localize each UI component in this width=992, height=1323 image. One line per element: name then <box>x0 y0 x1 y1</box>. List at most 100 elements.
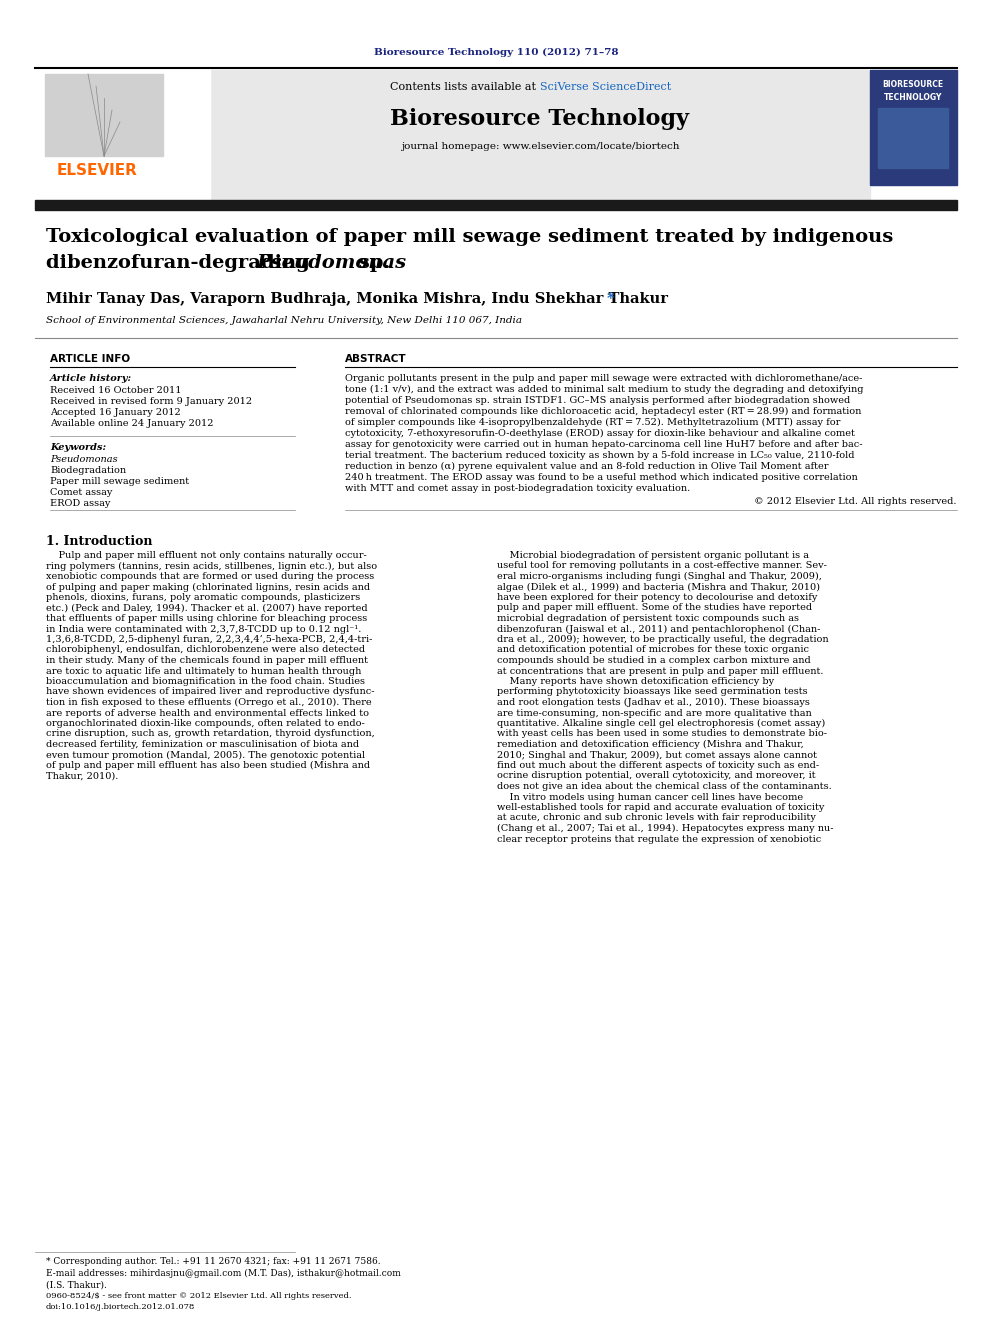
Text: even tumour promotion (Mandal, 2005). The genotoxic potential: even tumour promotion (Mandal, 2005). Th… <box>46 750 365 759</box>
Text: crine disruption, such as, growth retardation, thyroid dysfunction,: crine disruption, such as, growth retard… <box>46 729 375 738</box>
Text: Bioresource Technology 110 (2012) 71–78: Bioresource Technology 110 (2012) 71–78 <box>374 48 618 57</box>
Text: does not give an idea about the chemical class of the contaminants.: does not give an idea about the chemical… <box>497 782 831 791</box>
Text: Contents lists available at: Contents lists available at <box>391 82 540 93</box>
Text: at concentrations that are present in pulp and paper mill effluent.: at concentrations that are present in pu… <box>497 667 823 676</box>
Text: Received 16 October 2011: Received 16 October 2011 <box>50 386 182 396</box>
Text: are time-consuming, non-specific and are more qualitative than: are time-consuming, non-specific and are… <box>497 709 811 717</box>
Text: EROD assay: EROD assay <box>50 499 110 508</box>
Text: doi:10.1016/j.biortech.2012.01.078: doi:10.1016/j.biortech.2012.01.078 <box>46 1303 195 1311</box>
Text: phenols, dioxins, furans, poly aromatic compounds, plasticizers: phenols, dioxins, furans, poly aromatic … <box>46 593 360 602</box>
Text: have been explored for their potency to decolourise and detoxify: have been explored for their potency to … <box>497 593 817 602</box>
Text: quantitative. Alkaline single cell gel electrophoresis (comet assay): quantitative. Alkaline single cell gel e… <box>497 718 825 728</box>
Text: 1. Introduction: 1. Introduction <box>46 534 153 548</box>
Text: of simpler compounds like 4-isopropylbenzaldehyde (RT = 7.52). Methyltetrazolium: of simpler compounds like 4-isopropylben… <box>345 418 840 427</box>
Text: useful tool for removing pollutants in a cost-effective manner. Sev-: useful tool for removing pollutants in a… <box>497 561 827 570</box>
Text: organochlorinated dioxin-like compounds, often related to endo-: organochlorinated dioxin-like compounds,… <box>46 718 365 728</box>
Text: School of Environmental Sciences, Jawaharlal Nehru University, New Delhi 110 067: School of Environmental Sciences, Jawaha… <box>46 316 522 325</box>
Text: Available online 24 January 2012: Available online 24 January 2012 <box>50 419 213 429</box>
Text: Article history:: Article history: <box>50 374 132 382</box>
Text: Pulp and paper mill effluent not only contains naturally occur-: Pulp and paper mill effluent not only co… <box>46 550 367 560</box>
Text: Thakur, 2010).: Thakur, 2010). <box>46 771 118 781</box>
Text: Toxicological evaluation of paper mill sewage sediment treated by indigenous: Toxicological evaluation of paper mill s… <box>46 228 893 246</box>
Text: performing phytotoxicity bioassays like seed germination tests: performing phytotoxicity bioassays like … <box>497 688 807 696</box>
Text: are reports of adverse health and environmental effects linked to: are reports of adverse health and enviro… <box>46 709 369 717</box>
Text: potential of Pseudomonas sp. strain ISTDF1. GC–MS analysis performed after biode: potential of Pseudomonas sp. strain ISTD… <box>345 396 850 405</box>
Text: ARTICLE INFO: ARTICLE INFO <box>50 355 130 364</box>
Text: ring polymers (tannins, resin acids, stillbenes, lignin etc.), but also: ring polymers (tannins, resin acids, sti… <box>46 561 377 570</box>
Text: Many reports have shown detoxification efficiency by: Many reports have shown detoxification e… <box>497 677 774 687</box>
Text: bioaccumulation and biomagnification in the food chain. Studies: bioaccumulation and biomagnification in … <box>46 677 365 687</box>
Text: Received in revised form 9 January 2012: Received in revised form 9 January 2012 <box>50 397 252 406</box>
Bar <box>210 70 870 200</box>
Text: are toxic to aquatic life and ultimately to human health through: are toxic to aquatic life and ultimately… <box>46 667 361 676</box>
Text: eral micro-organisms including fungi (Singhal and Thakur, 2009),: eral micro-organisms including fungi (Si… <box>497 572 822 581</box>
Text: 0960-8524/$ - see front matter © 2012 Elsevier Ltd. All rights reserved.: 0960-8524/$ - see front matter © 2012 El… <box>46 1293 351 1301</box>
Text: dibenzofuran-degrading: dibenzofuran-degrading <box>46 254 316 273</box>
Text: dra et al., 2009); however, to be practically useful, the degradation: dra et al., 2009); however, to be practi… <box>497 635 828 644</box>
Text: Organic pollutants present in the pulp and paper mill sewage were extracted with: Organic pollutants present in the pulp a… <box>345 374 862 382</box>
Text: xenobiotic compounds that are formed or used during the process: xenobiotic compounds that are formed or … <box>46 572 374 581</box>
Bar <box>870 70 957 185</box>
Text: Microbial biodegradation of persistent organic pollutant is a: Microbial biodegradation of persistent o… <box>497 550 809 560</box>
Text: ocrine disruption potential, overall cytotoxicity, and moreover, it: ocrine disruption potential, overall cyt… <box>497 771 815 781</box>
Bar <box>35 200 957 210</box>
Text: find out much about the different aspects of toxicity such as end-: find out much about the different aspect… <box>497 761 819 770</box>
Text: algae (Dilek et al., 1999) and bacteria (Mishra and Thakur, 2010): algae (Dilek et al., 1999) and bacteria … <box>497 582 820 591</box>
Text: at acute, chronic and sub chronic levels with fair reproducibility: at acute, chronic and sub chronic levels… <box>497 814 815 823</box>
Text: SciVerse ScienceDirect: SciVerse ScienceDirect <box>540 82 672 93</box>
Text: microbial degradation of persistent toxic compounds such as: microbial degradation of persistent toxi… <box>497 614 799 623</box>
Text: remediation and detoxification efficiency (Mishra and Thakur,: remediation and detoxification efficienc… <box>497 740 804 749</box>
Text: with yeast cells has been used in some studies to demonstrate bio-: with yeast cells has been used in some s… <box>497 729 827 738</box>
Bar <box>45 74 163 156</box>
Text: *: * <box>607 292 615 306</box>
Text: pulp and paper mill effluent. Some of the studies have reported: pulp and paper mill effluent. Some of th… <box>497 603 812 613</box>
Text: reduction in benzo (α) pyrene equivalent value and an 8-fold reduction in Olive : reduction in benzo (α) pyrene equivalent… <box>345 462 828 471</box>
Text: terial treatment. The bacterium reduced toxicity as shown by a 5-fold increase i: terial treatment. The bacterium reduced … <box>345 451 854 460</box>
Text: Mihir Tanay Das, Varaporn Budhraja, Monika Mishra, Indu Shekhar Thakur: Mihir Tanay Das, Varaporn Budhraja, Moni… <box>46 292 668 306</box>
Text: in India were contaminated with 2,3,7,8-TCDD up to 0.12 ngl⁻¹.: in India were contaminated with 2,3,7,8-… <box>46 624 361 634</box>
Text: decreased fertility, feminization or masculinisation of biota and: decreased fertility, feminization or mas… <box>46 740 359 749</box>
Text: of pulping and paper making (chlorinated lignins, resin acids and: of pulping and paper making (chlorinated… <box>46 582 370 591</box>
Text: E-mail addresses: mihirdasjnu@gmail.com (M.T. Das), isthakur@hotmail.com: E-mail addresses: mihirdasjnu@gmail.com … <box>46 1269 401 1278</box>
Text: cytotoxicity, 7-ethoxyresorufin-O-deethylase (EROD) assay for dioxin-like behavi: cytotoxicity, 7-ethoxyresorufin-O-deethy… <box>345 429 855 438</box>
Text: * Corresponding author. Tel.: +91 11 2670 4321; fax: +91 11 2671 7586.: * Corresponding author. Tel.: +91 11 267… <box>46 1257 381 1266</box>
Text: (I.S. Thakur).: (I.S. Thakur). <box>46 1281 107 1290</box>
Text: of pulp and paper mill effluent has also been studied (Mishra and: of pulp and paper mill effluent has also… <box>46 761 370 770</box>
Text: 2010; Singhal and Thakur, 2009), but comet assays alone cannot: 2010; Singhal and Thakur, 2009), but com… <box>497 750 817 759</box>
Text: 1,3,6,8-TCDD, 2,5-diphenyl furan, 2,2,3,4,4’,5-hexa-PCB, 2,4,4-tri-: 1,3,6,8-TCDD, 2,5-diphenyl furan, 2,2,3,… <box>46 635 372 644</box>
Text: dibenzofuran (Jaiswal et al., 2011) and pentachlorophenol (Chan-: dibenzofuran (Jaiswal et al., 2011) and … <box>497 624 820 634</box>
Text: etc.) (Peck and Daley, 1994). Thacker et al. (2007) have reported: etc.) (Peck and Daley, 1994). Thacker et… <box>46 603 368 613</box>
Text: journal homepage: www.elsevier.com/locate/biortech: journal homepage: www.elsevier.com/locat… <box>401 142 680 151</box>
Text: Pseudomonas: Pseudomonas <box>256 254 406 273</box>
Text: and detoxification potential of microbes for these toxic organic: and detoxification potential of microbes… <box>497 646 809 655</box>
Text: (Chang et al., 2007; Tai et al., 1994). Hepatocytes express many nu-: (Chang et al., 2007; Tai et al., 1994). … <box>497 824 833 833</box>
Text: clear receptor proteins that regulate the expression of xenobiotic: clear receptor proteins that regulate th… <box>497 835 821 844</box>
Text: TECHNOLOGY: TECHNOLOGY <box>884 93 942 102</box>
Text: Biodegradation: Biodegradation <box>50 466 126 475</box>
Text: removal of chlorinated compounds like dichloroacetic acid, heptadecyl ester (RT : removal of chlorinated compounds like di… <box>345 407 861 417</box>
Text: ELSEVIER: ELSEVIER <box>57 163 138 179</box>
Text: In vitro models using human cancer cell lines have become: In vitro models using human cancer cell … <box>497 792 804 802</box>
Text: 240 h treatment. The EROD assay was found to be a useful method which indicated : 240 h treatment. The EROD assay was foun… <box>345 474 858 482</box>
Text: BIORESOURCE: BIORESOURCE <box>883 79 943 89</box>
Bar <box>35 70 210 200</box>
Text: assay for genotoxicity were carried out in human hepato-carcinoma cell line HuH7: assay for genotoxicity were carried out … <box>345 441 862 448</box>
Text: Accepted 16 January 2012: Accepted 16 January 2012 <box>50 407 181 417</box>
Text: tion in fish exposed to these effluents (Orrego et al., 2010). There: tion in fish exposed to these effluents … <box>46 699 372 706</box>
Text: Comet assay: Comet assay <box>50 488 112 497</box>
Text: sp.: sp. <box>352 254 390 273</box>
Text: have shown evidences of impaired liver and reproductive dysfunc-: have shown evidences of impaired liver a… <box>46 688 375 696</box>
Text: Pseudomonas: Pseudomonas <box>50 455 118 464</box>
Text: that effluents of paper mills using chlorine for bleaching process: that effluents of paper mills using chlo… <box>46 614 367 623</box>
Text: Keywords:: Keywords: <box>50 443 106 452</box>
Text: with MTT and comet assay in post-biodegradation toxicity evaluation.: with MTT and comet assay in post-biodegr… <box>345 484 690 493</box>
Text: ABSTRACT: ABSTRACT <box>345 355 407 364</box>
Text: in their study. Many of the chemicals found in paper mill effluent: in their study. Many of the chemicals fo… <box>46 656 368 665</box>
Text: well-established tools for rapid and accurate evaluation of toxicity: well-established tools for rapid and acc… <box>497 803 824 812</box>
Text: Bioresource Technology: Bioresource Technology <box>391 108 689 130</box>
Text: and root elongation tests (Jadhav et al., 2010). These bioassays: and root elongation tests (Jadhav et al.… <box>497 699 809 706</box>
Text: Paper mill sewage sediment: Paper mill sewage sediment <box>50 478 189 486</box>
Text: © 2012 Elsevier Ltd. All rights reserved.: © 2012 Elsevier Ltd. All rights reserved… <box>755 497 957 505</box>
Text: compounds should be studied in a complex carbon mixture and: compounds should be studied in a complex… <box>497 656 810 665</box>
Bar <box>878 108 948 168</box>
